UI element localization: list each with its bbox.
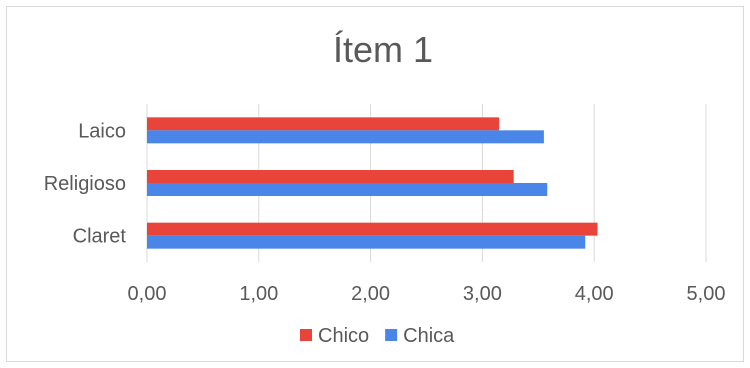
- legend: Chico Chica: [300, 325, 455, 347]
- category-label: Religioso: [44, 173, 126, 195]
- bar-chica: [147, 130, 544, 144]
- legend-swatch: [385, 329, 398, 341]
- legend-label: Chico: [318, 325, 369, 347]
- chart-title: Ítem 1: [333, 29, 433, 70]
- bar-chico: [147, 222, 598, 236]
- bar-chica: [147, 235, 586, 249]
- category-labels: Laico Religioso Claret: [44, 120, 127, 247]
- category-label: Claret: [73, 226, 127, 248]
- x-tick-label: 3,00: [463, 283, 502, 305]
- bars: [147, 117, 598, 249]
- bar-chico: [147, 170, 514, 183]
- x-tick-label: 5,00: [687, 283, 726, 305]
- legend-label: Chica: [403, 325, 455, 347]
- x-tick-label: 1,00: [239, 283, 278, 305]
- x-tick-label: 4,00: [575, 283, 614, 305]
- bar-chico: [147, 117, 500, 131]
- x-tick-labels: 0,00 1,00 2,00 3,00 4,00 5,00: [128, 283, 726, 305]
- legend-swatch: [300, 329, 312, 341]
- category-label: Laico: [78, 120, 126, 142]
- x-tick-label: 2,00: [351, 283, 390, 305]
- x-tick-label: 0,00: [128, 283, 167, 305]
- bar-chica: [147, 183, 548, 196]
